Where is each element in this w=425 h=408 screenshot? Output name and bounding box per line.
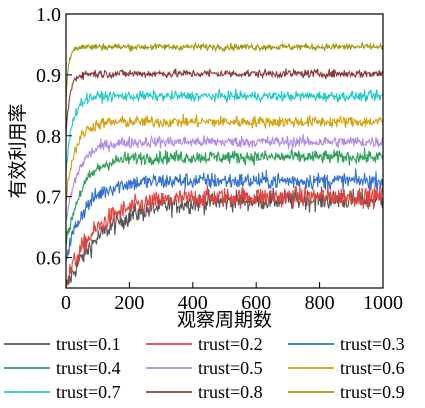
series-line-4 [65,147,384,247]
legend-label: trust=0.9 [340,382,405,402]
series-line-5 [65,133,384,220]
series-layer [65,41,384,288]
x-tick-label: 0 [61,292,71,314]
legend-label: trust=0.7 [56,382,121,402]
x-tick-label: 400 [178,292,208,314]
legend-label: trust=0.8 [198,382,263,402]
legend-label: trust=0.6 [340,358,405,378]
legend-label: trust=0.5 [198,358,263,378]
series-line-2 [65,184,384,288]
y-axis-title: 有效利用率 [7,103,29,198]
y-tick-label: 0.9 [36,65,61,87]
y-tick-label: 0.6 [36,248,61,270]
ticks-layer: 0 200 400 600 800 1000 0.6 0.7 0.8 0.9 1.0 [36,4,403,314]
x-tick-label: 600 [241,292,271,314]
plot-frame [65,13,384,289]
y-tick-label: 1.0 [36,4,61,26]
legend-label: trust=0.4 [56,358,121,378]
legend-label: trust=0.2 [198,334,263,354]
series-line-7 [65,88,384,173]
series-line-9 [65,41,384,99]
x-tick-label: 1000 [363,292,403,314]
legend-label: trust=0.3 [340,334,405,354]
legend-label: trust=0.1 [56,334,121,354]
x-axis-title: 观察周期数 [177,309,272,331]
x-tick-label: 200 [114,292,144,314]
series-line-8 [65,67,384,135]
y-tick-label: 0.8 [36,126,61,148]
series-line-3 [65,168,384,262]
y-tick-label: 0.7 [36,187,61,209]
series-line-6 [65,113,384,201]
x-tick-label: 800 [305,292,335,314]
legend: trust=0.1 trust=0.2 trust=0.3 trust=0.4 trus… [4,334,405,402]
